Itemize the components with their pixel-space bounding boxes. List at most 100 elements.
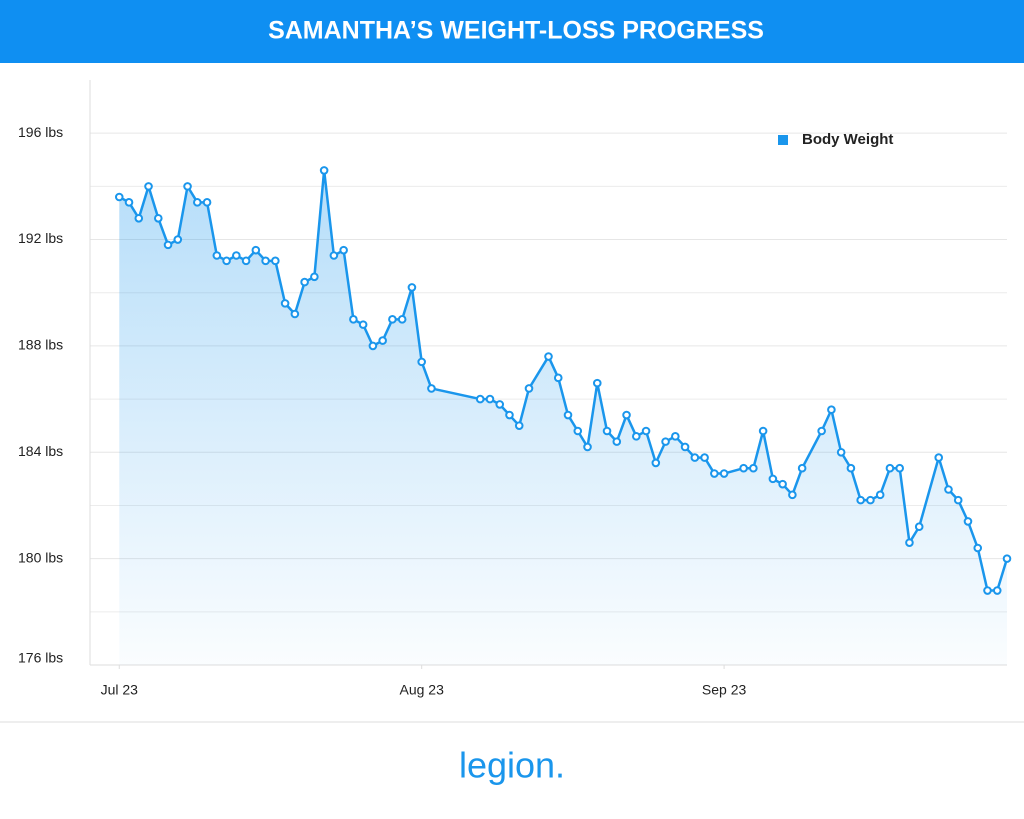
data-point [339,245,348,255]
data-point [983,586,992,595]
data-point [514,421,524,430]
y-tick-label: 192 lbs [18,230,63,246]
data-point [992,586,1002,595]
data-point [739,463,748,473]
data-point [153,213,163,223]
data-point [719,469,729,478]
data-point [973,543,983,553]
data-point [475,394,485,404]
data-point [553,373,563,383]
logo: legion. [459,745,565,786]
data-point [573,426,583,436]
data-point [134,213,144,223]
legend-label: Body Weight [802,131,893,148]
data-point [397,315,407,324]
data-point [378,336,387,345]
data-point [329,251,339,260]
data-point [758,426,768,436]
data-point [485,394,495,404]
data-point [183,182,192,191]
data-point [680,442,690,452]
data-point [846,463,856,473]
data-point [710,469,719,478]
data-point [212,251,222,260]
data-point [700,453,709,462]
data-point [163,240,173,250]
y-tick-label: 180 lbs [18,549,63,565]
x-tick-label: Aug 23 [399,682,444,698]
data-point [310,272,319,282]
data-point [495,400,505,409]
data-point [583,442,592,452]
area [119,170,1007,665]
data-point [563,410,573,420]
data-point [300,277,309,287]
y-tick-label: 196 lbs [18,124,63,140]
data-point [866,495,875,505]
data-point [358,320,368,329]
data-point [885,463,895,473]
data-point [222,256,231,266]
data-point [280,299,290,308]
data-point [944,485,953,494]
data-point [905,538,914,547]
x-tick-label: Sep 23 [702,682,747,698]
data-point [671,432,680,441]
data-point [651,458,661,468]
data-point [290,309,300,319]
data-point [592,378,602,388]
y-tick-label: 188 lbs [18,337,63,353]
data-point [544,352,553,361]
data-point [641,426,651,436]
data-point [241,256,251,266]
data-point [407,283,417,292]
data-point [827,405,836,415]
y-tick-label: 184 lbs [18,443,63,459]
data-point [261,256,270,266]
data-point [417,357,426,367]
data-point [602,426,612,436]
data-point [368,341,378,351]
data-point [661,437,670,446]
data-point [836,447,846,457]
data-point [114,192,124,202]
data-point [914,522,924,532]
data-point [690,453,700,462]
data-point [388,315,397,324]
title-banner [0,0,1024,63]
data-point [193,198,202,207]
data-point [124,198,134,207]
y-tick-label: 176 lbs [18,650,63,666]
data-point [778,479,787,489]
legend-swatch [778,135,788,145]
data-point [622,410,631,420]
data-point [749,463,758,473]
data-point [612,437,622,446]
data-point [817,426,826,436]
data-point [768,474,778,484]
data-point [173,235,183,244]
data-point [895,463,904,473]
data-point [1002,554,1012,563]
data-point [271,256,280,266]
data-point [144,182,153,191]
data-point [232,251,241,260]
data-point [934,453,944,462]
x-tick-label: Jul 23 [101,682,139,698]
data-point [524,384,534,393]
data-point [875,490,885,500]
data-point [505,410,514,420]
data-point [319,166,329,175]
data-point [797,463,807,473]
data-point [427,384,436,393]
data-point [788,490,797,500]
data-point [202,198,212,207]
data-point [856,495,865,505]
data-point [631,432,641,441]
data-point [349,315,358,324]
chart-title: SAMANTHA’S WEIGHT-LOSS PROGRESS [268,17,764,45]
data-point [953,495,963,505]
data-point [963,517,973,526]
data-point [251,245,261,255]
